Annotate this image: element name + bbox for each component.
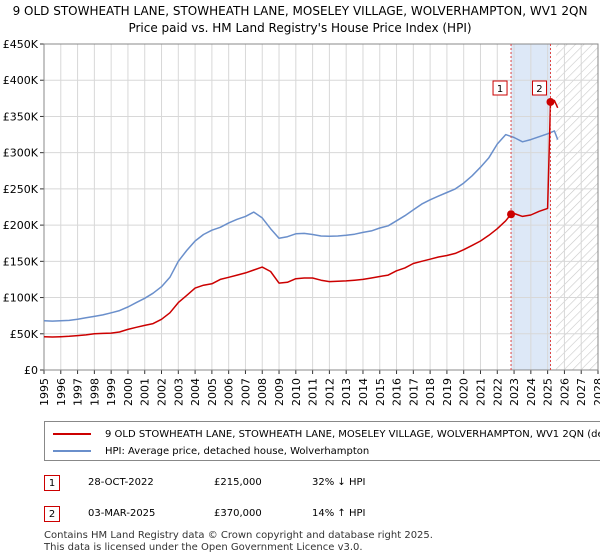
legend-swatch-hpi [53, 450, 91, 452]
transaction-marker-badge: 1 [44, 475, 60, 491]
y-tick-label: £350K [3, 110, 39, 123]
transaction-date: 28-OCT-2022 [88, 477, 154, 488]
plot-frame [43, 43, 599, 371]
x-tick-label: 2009 [273, 378, 286, 406]
transaction-price: £215,000 [214, 477, 262, 488]
x-tick-label: 2016 [391, 378, 404, 406]
x-tick-label: 1999 [105, 378, 118, 406]
footer-licence: This data is licensed under the Open Gov… [44, 542, 363, 553]
transaction-marker-badge: 2 [44, 506, 60, 522]
x-tick-label: 1998 [88, 378, 101, 406]
y-tick-label: £300K [3, 147, 39, 160]
x-tick-label: 2024 [525, 378, 538, 406]
plot-area [44, 44, 598, 370]
y-tick-label: £400K [3, 74, 39, 87]
future-hatch [556, 44, 598, 370]
x-tick-label: 2021 [474, 378, 487, 406]
y-tick-label: £0 [24, 364, 38, 377]
chart-subtitle: Price paid vs. HM Land Registry's House … [128, 21, 472, 35]
x-tick-label: 2017 [407, 378, 420, 406]
x-tick-label: 2027 [575, 378, 588, 406]
x-tick-label: 1995 [38, 378, 51, 406]
price-series-line [43, 99, 559, 338]
y-tick-label: £150K [3, 255, 39, 268]
transaction-date: 03-MAR-2025 [88, 508, 156, 519]
x-tick-label: 2002 [156, 378, 169, 406]
x-tick-label: 2026 [558, 378, 571, 406]
sale-marker-badge [531, 80, 547, 96]
x-tick-label: 2005 [206, 378, 219, 406]
sale-point [546, 97, 555, 106]
price-chart: 1995 1996 1997 1998 1999 2000 2001 2002 2003 2004… [3, 38, 600, 406]
x-tick-label: 2011 [307, 378, 320, 406]
y-tick-label: £50K [10, 328, 39, 341]
legend-item-hpi: HPI: Average price, detached house, Wolv… [53, 443, 369, 459]
x-tick-label: 2025 [542, 378, 555, 406]
sale-marker-label: 1 [497, 84, 503, 95]
x-tick-label: 2003 [172, 378, 185, 406]
transaction-hpi-change: 14% ↑ HPI [312, 508, 366, 519]
sale-point [507, 210, 516, 219]
sale-marker-badge [492, 80, 508, 96]
sale-marker-label: 2 [536, 84, 542, 95]
hpi-series-line [43, 130, 559, 322]
x-tick-label: 2004 [189, 378, 202, 406]
legend-item-price: 9 OLD STOWHEATH LANE, STOWHEATH LANE, MO… [53, 426, 600, 442]
y-tick-label: £100K [3, 292, 39, 305]
x-tick-label: 2001 [139, 378, 152, 406]
x-tick-label: 2022 [491, 378, 504, 406]
legend: 9 OLD STOWHEATH LANE, STOWHEATH LANE, MO… [44, 421, 600, 461]
x-tick-label: 2020 [458, 378, 471, 406]
x-tick-label: 1996 [55, 378, 68, 406]
x-tick-label: 2015 [374, 378, 387, 406]
transaction-hpi-change: 32% ↓ HPI [312, 477, 366, 488]
y-tick-label: £250K [3, 183, 39, 196]
x-tick-label: 2007 [239, 378, 252, 406]
legend-swatch-price [53, 433, 91, 435]
chart-title: 9 OLD STOWHEATH LANE, STOWHEATH LANE, MO… [12, 4, 588, 18]
footer-copyright: Contains HM Land Registry data © Crown c… [44, 530, 433, 541]
x-tick-label: 2028 [592, 378, 600, 406]
x-tick-label: 2019 [441, 378, 454, 406]
y-tick-label: £200K [3, 219, 39, 232]
x-tick-label: 2013 [340, 378, 353, 406]
x-tick-label: 2023 [508, 378, 521, 406]
y-tick-label: £450K [3, 38, 39, 51]
x-tick-label: 1997 [72, 378, 85, 406]
x-tick-label: 2012 [323, 378, 336, 406]
transaction-price: £370,000 [214, 508, 262, 519]
x-tick-label: 2008 [256, 378, 269, 406]
x-tick-label: 2014 [357, 378, 370, 406]
legend-label-price: 9 OLD STOWHEATH LANE, STOWHEATH LANE, MO… [105, 428, 600, 440]
x-tick-label: 2000 [122, 378, 135, 406]
legend-label-hpi: HPI: Average price, detached house, Wolv… [105, 445, 370, 457]
x-tick-label: 2006 [223, 378, 236, 406]
x-tick-label: 2010 [290, 378, 303, 406]
x-tick-label: 2018 [424, 378, 437, 406]
